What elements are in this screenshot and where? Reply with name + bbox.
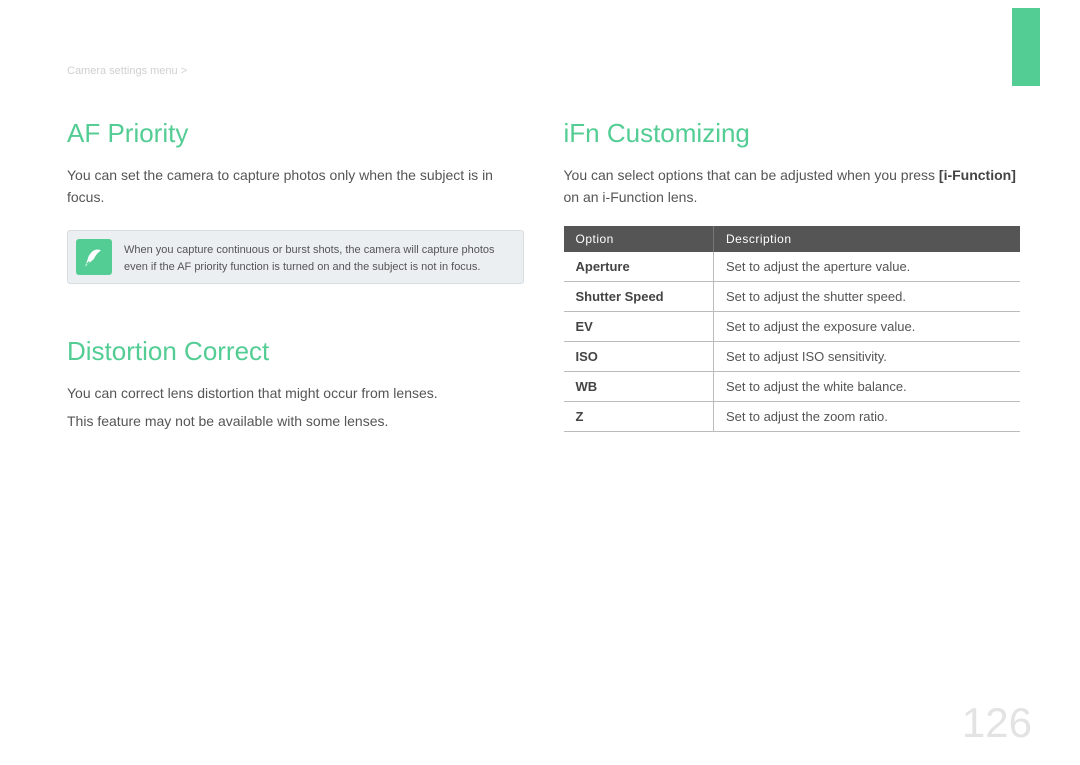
pen-icon bbox=[76, 239, 112, 275]
option-cell: Z bbox=[564, 402, 714, 432]
note-box: When you capture continuous or burst sho… bbox=[67, 230, 524, 284]
ifn-body: You can select options that can be adjus… bbox=[564, 165, 1021, 208]
breadcrumb: Camera settings menu > bbox=[67, 65, 187, 77]
option-cell: Shutter Speed bbox=[564, 282, 714, 312]
option-cell: WB bbox=[564, 372, 714, 402]
distortion-body-2: This feature may not be available with s… bbox=[67, 411, 524, 433]
description-cell: Set to adjust ISO sensitivity. bbox=[714, 342, 1021, 372]
description-cell: Set to adjust the aperture value. bbox=[714, 252, 1021, 282]
table-row: WBSet to adjust the white balance. bbox=[564, 372, 1021, 402]
right-column: iFn Customizing You can select options t… bbox=[564, 118, 1021, 439]
table-row: Shutter SpeedSet to adjust the shutter s… bbox=[564, 282, 1021, 312]
af-priority-body: You can set the camera to capture photos… bbox=[67, 165, 524, 208]
description-cell: Set to adjust the white balance. bbox=[714, 372, 1021, 402]
ifn-options-table: Option Description ApertureSet to adjust… bbox=[564, 226, 1021, 432]
table-row: ApertureSet to adjust the aperture value… bbox=[564, 252, 1021, 282]
option-cell: Aperture bbox=[564, 252, 714, 282]
side-tab bbox=[1012, 8, 1040, 86]
table-row: ISOSet to adjust ISO sensitivity. bbox=[564, 342, 1021, 372]
distortion-section: Distortion Correct You can correct lens … bbox=[67, 336, 524, 432]
option-cell: EV bbox=[564, 312, 714, 342]
left-column: AF Priority You can set the camera to ca… bbox=[67, 118, 524, 439]
page-number: 126 bbox=[962, 699, 1032, 747]
option-cell: ISO bbox=[564, 342, 714, 372]
af-priority-heading: AF Priority bbox=[67, 118, 524, 149]
ifn-heading: iFn Customizing bbox=[564, 118, 1021, 149]
distortion-body-1: You can correct lens distortion that mig… bbox=[67, 383, 524, 405]
table-header-description: Description bbox=[714, 226, 1021, 252]
description-cell: Set to adjust the zoom ratio. bbox=[714, 402, 1021, 432]
table-row: ZSet to adjust the zoom ratio. bbox=[564, 402, 1021, 432]
distortion-heading: Distortion Correct bbox=[67, 336, 524, 367]
ifn-body-pre: You can select options that can be adjus… bbox=[564, 167, 939, 183]
ifn-body-post: on an i-Function lens. bbox=[564, 189, 698, 205]
table-header-option: Option bbox=[564, 226, 714, 252]
page-content: AF Priority You can set the camera to ca… bbox=[67, 118, 1020, 439]
ifn-body-bold: [i-Function] bbox=[939, 167, 1016, 183]
description-cell: Set to adjust the exposure value. bbox=[714, 312, 1021, 342]
note-text: When you capture continuous or burst sho… bbox=[124, 239, 511, 275]
table-row: EVSet to adjust the exposure value. bbox=[564, 312, 1021, 342]
description-cell: Set to adjust the shutter speed. bbox=[714, 282, 1021, 312]
